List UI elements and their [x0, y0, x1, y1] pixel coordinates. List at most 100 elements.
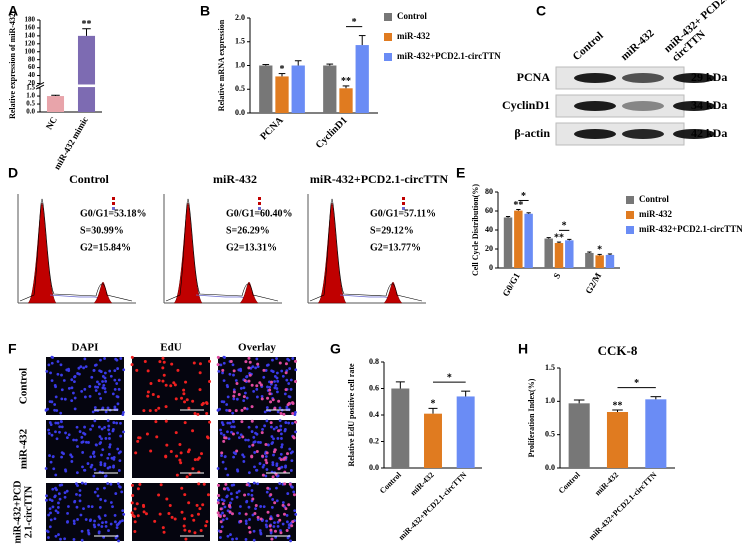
axis-break	[35, 84, 103, 88]
edu-cell	[234, 409, 238, 413]
bar	[391, 388, 410, 468]
edu-cell	[169, 384, 173, 388]
nucleus	[247, 505, 251, 509]
legend-swatch	[384, 33, 392, 41]
nucleus	[103, 387, 107, 390]
edu-cell	[182, 392, 186, 396]
nucleus	[94, 443, 98, 447]
nucleus	[81, 465, 84, 469]
nucleus	[53, 408, 57, 412]
nucleus	[271, 463, 275, 467]
edu-cell	[260, 397, 264, 401]
legend-swatch	[384, 53, 392, 61]
nucleus	[99, 498, 103, 501]
nucleus	[82, 366, 86, 370]
edu-cell	[196, 412, 200, 416]
bar	[524, 213, 533, 268]
nucleus	[222, 433, 226, 437]
nucleus	[250, 493, 254, 497]
panel-letter: C	[536, 3, 546, 19]
nucleus	[253, 451, 257, 454]
nucleus	[107, 428, 111, 432]
nucleus	[78, 489, 82, 492]
edu-cell	[269, 493, 273, 497]
error-bar	[587, 251, 592, 253]
edu-cell	[243, 493, 247, 497]
edu-cell	[241, 435, 245, 439]
blot-band	[622, 101, 664, 111]
edu-cell	[197, 456, 201, 460]
nucleus	[54, 421, 58, 425]
nucleus	[98, 435, 102, 438]
bar	[291, 65, 305, 113]
blot-band	[622, 129, 664, 139]
nucleus	[235, 397, 239, 401]
nucleus	[87, 441, 90, 444]
nucleus	[225, 403, 229, 406]
nucleus	[115, 526, 119, 529]
nucleus	[117, 378, 121, 382]
edu-cell	[223, 436, 227, 440]
nucleus	[51, 455, 55, 459]
nucleus	[232, 373, 235, 377]
edu-cell	[164, 454, 168, 458]
y-axis-label: Proliferation Index(%)	[527, 378, 536, 457]
nucleus	[254, 507, 257, 511]
nucleus	[113, 405, 117, 409]
legend-label: miR-432	[639, 209, 672, 219]
bar	[514, 210, 523, 268]
nucleus	[75, 471, 79, 475]
edu-cell	[153, 519, 157, 523]
blot-size: 42 kDa	[691, 126, 727, 140]
nucleus	[232, 483, 236, 487]
blot-band	[673, 101, 715, 111]
blot-band	[574, 73, 616, 83]
edu-cell	[195, 503, 199, 507]
edu-cell	[237, 392, 241, 396]
edu-cell	[161, 356, 165, 360]
flow-legend-swatch	[402, 207, 405, 210]
nucleus	[252, 538, 256, 542]
edu-cell	[197, 482, 201, 486]
edu-cell	[183, 421, 187, 425]
edu-cell	[200, 403, 204, 407]
nucleus	[265, 419, 269, 423]
nucleus	[112, 465, 115, 469]
nucleus	[275, 499, 279, 503]
edu-cell	[174, 431, 178, 435]
error-bar	[342, 85, 350, 89]
edu-cell	[205, 401, 209, 405]
nucleus	[73, 380, 76, 383]
edu-cell	[284, 371, 288, 375]
edu-cell	[205, 520, 209, 524]
nucleus	[265, 519, 268, 523]
edu-cell	[205, 412, 209, 416]
nucleus	[101, 380, 104, 383]
nucleus	[237, 436, 241, 439]
nucleus	[83, 387, 87, 391]
edu-cell	[161, 526, 165, 530]
nucleus	[291, 421, 294, 425]
micrograph	[216, 481, 298, 543]
edu-cell	[185, 475, 189, 479]
nucleus	[91, 452, 95, 455]
nucleus	[60, 397, 64, 401]
y-tick-label: 20	[28, 79, 36, 87]
nucleus	[59, 363, 63, 367]
bar	[323, 65, 337, 113]
edu-cell	[146, 394, 150, 398]
nucleus	[117, 539, 120, 543]
nucleus	[87, 531, 91, 535]
flow-legend-swatch	[402, 202, 405, 205]
nucleus	[226, 430, 229, 434]
flow-legend-swatch	[258, 202, 261, 205]
edu-cell	[136, 439, 140, 443]
nucleus	[44, 467, 48, 470]
bracket-label: *	[352, 17, 357, 28]
y-tick-label: 80	[485, 187, 493, 196]
edu-cell	[228, 409, 232, 413]
edu-cell	[192, 518, 196, 522]
nucleus	[247, 492, 250, 496]
blot-band	[574, 101, 616, 111]
